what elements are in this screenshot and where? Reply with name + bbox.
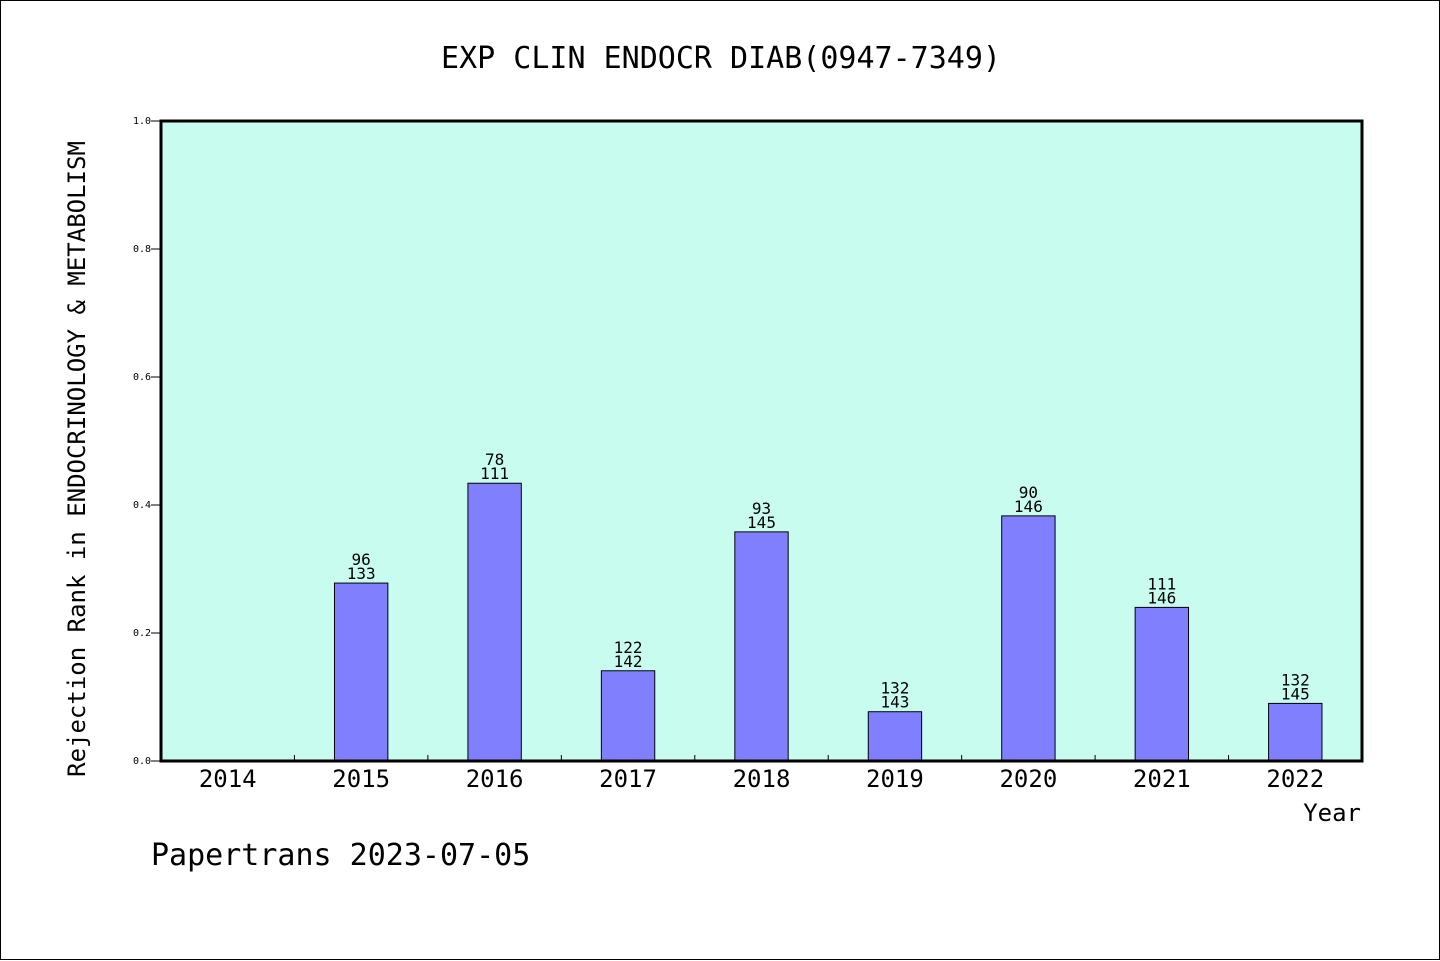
bar-2015 <box>333 582 389 762</box>
footer-text: Papertrans 2023-07-05 <box>151 838 530 873</box>
y-axis: 0.0 0.2 0.4 0.6 0.8 1.0 <box>133 116 161 767</box>
x-tick-label-2016: 2016 <box>466 765 524 793</box>
bar-label-top-2015: 96 <box>352 550 371 569</box>
x-tick-label-2020: 2020 <box>999 765 1057 793</box>
bar-label-bottom-2018: 145 <box>747 513 776 532</box>
x-tick-label-2018: 2018 <box>733 765 791 793</box>
bar-label-top-2017: 122 <box>614 638 643 657</box>
bar-label-top-2016: 78 <box>485 450 504 469</box>
bar-label-bottom-2019: 143 <box>880 693 909 712</box>
bar-label-top-2018: 93 <box>752 499 771 518</box>
x-tick-label-2022: 2022 <box>1266 765 1324 793</box>
bar-2017 <box>600 670 656 762</box>
bar-labels-group: 9613378111122142931451321439014611114613… <box>347 450 1310 711</box>
x-tick-label-2019: 2019 <box>866 765 924 793</box>
plot-border <box>159 119 1364 763</box>
y-axis-label: Rejection Rank in ENDOCRINOLOGY & METABO… <box>63 141 91 777</box>
bar-label-bottom-2017: 142 <box>614 652 643 671</box>
bar-label-top-2022: 132 <box>1281 670 1310 689</box>
bar-label-top-2021: 111 <box>1147 574 1176 593</box>
bar-label-bottom-2015: 133 <box>347 564 376 583</box>
bar-2022 <box>1268 702 1323 762</box>
bar-label-bottom-2016: 111 <box>480 464 509 483</box>
y-tick-label-1.0: 1.0 <box>133 116 151 127</box>
bar-label-top-2019: 132 <box>880 679 909 698</box>
bars-group <box>333 482 1323 762</box>
y-tick-label-0.0: 0.0 <box>133 756 151 767</box>
bar-2016 <box>467 482 522 762</box>
y-tick-label-0.2: 0.2 <box>133 628 151 639</box>
x-tick-label-2015: 2015 <box>332 765 390 793</box>
x-axis-label: Year <box>1303 799 1361 827</box>
x-tick-label-2017: 2017 <box>599 765 657 793</box>
bar-2018 <box>734 531 789 762</box>
y-tick-label-0.8: 0.8 <box>133 244 151 255</box>
bar-2020 <box>1001 515 1056 762</box>
bar-label-bottom-2022: 145 <box>1281 684 1310 703</box>
bar-2021 <box>1134 606 1190 762</box>
bar-2019 <box>867 711 923 762</box>
y-tick-label-0.4: 0.4 <box>133 500 151 511</box>
x-tick-label-2021: 2021 <box>1133 765 1191 793</box>
bar-label-top-2020: 90 <box>1019 483 1038 502</box>
x-tick-label-2014: 2014 <box>199 765 257 793</box>
x-axis: 2014 2015 2016 2017 2018 2019 2020 2021 2022 <box>199 755 1324 793</box>
chart-title: EXP CLIN ENDOCR DIAB(0947-7349) <box>441 41 1001 76</box>
y-tick-label-0.6: 0.6 <box>133 372 151 383</box>
bar-label-bottom-2021: 146 <box>1147 588 1176 607</box>
bar-label-bottom-2020: 146 <box>1014 497 1043 516</box>
